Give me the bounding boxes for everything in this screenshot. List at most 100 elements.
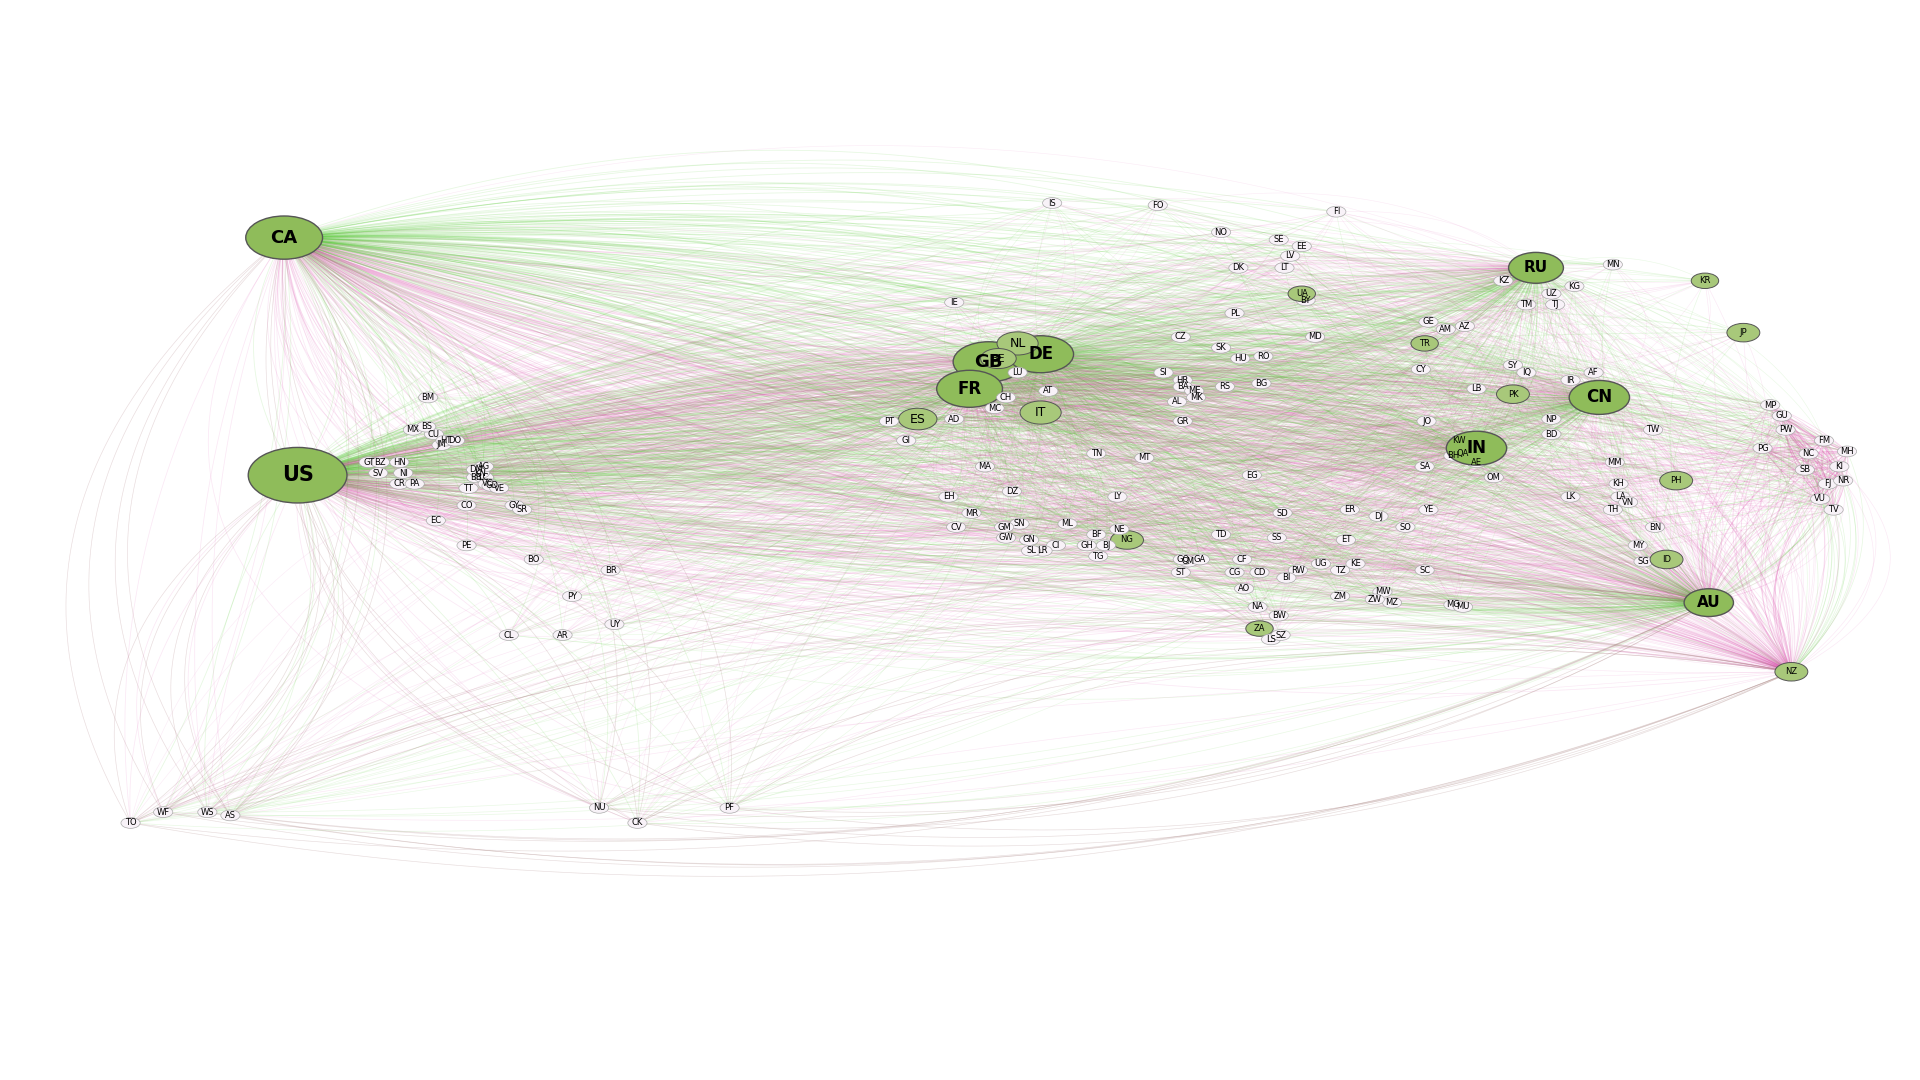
Circle shape [154, 807, 173, 818]
Circle shape [1517, 299, 1536, 310]
Text: EG: EG [1246, 471, 1258, 480]
Circle shape [1373, 586, 1392, 597]
Circle shape [720, 802, 739, 813]
Circle shape [1542, 429, 1561, 440]
Text: BH: BH [1448, 451, 1459, 460]
Circle shape [1190, 554, 1210, 565]
Text: SL: SL [1025, 546, 1037, 555]
Circle shape [1261, 634, 1281, 645]
Circle shape [457, 500, 476, 511]
Text: IR: IR [1567, 376, 1574, 384]
Circle shape [1382, 597, 1402, 608]
Circle shape [1002, 486, 1021, 497]
Text: TV: TV [1828, 505, 1839, 514]
Text: MH: MH [1839, 447, 1855, 456]
Circle shape [1292, 241, 1311, 252]
Text: TZ: TZ [1334, 566, 1346, 575]
Circle shape [1275, 262, 1294, 273]
Text: NE: NE [1114, 525, 1125, 534]
Text: LK: LK [1565, 492, 1576, 501]
Text: AO: AO [1238, 584, 1250, 593]
Text: KG: KG [1569, 282, 1580, 291]
Circle shape [1008, 336, 1073, 373]
Text: JP: JP [1740, 328, 1747, 337]
Text: IS: IS [1048, 199, 1056, 207]
Circle shape [1021, 545, 1041, 556]
Text: GN: GN [1023, 536, 1035, 544]
Text: ET: ET [1340, 536, 1352, 544]
Text: US: US [282, 465, 313, 485]
Circle shape [1135, 453, 1154, 463]
Text: RS: RS [1219, 382, 1231, 391]
Circle shape [1542, 288, 1561, 299]
Circle shape [405, 478, 424, 489]
Text: SE: SE [1273, 235, 1284, 244]
Text: NA: NA [1252, 603, 1263, 611]
Text: SA: SA [1419, 462, 1430, 471]
Circle shape [1215, 381, 1235, 392]
Text: KI: KI [1836, 462, 1843, 471]
Circle shape [1467, 383, 1486, 394]
Circle shape [1509, 253, 1563, 283]
Text: WF: WF [157, 808, 169, 816]
Text: MZ: MZ [1386, 598, 1398, 607]
Circle shape [1108, 491, 1127, 502]
Circle shape [524, 554, 543, 565]
Text: GM: GM [996, 523, 1012, 531]
Text: PA: PA [409, 480, 420, 488]
Circle shape [1824, 504, 1843, 515]
Text: UG: UG [1315, 559, 1327, 568]
Text: SB: SB [1799, 465, 1811, 474]
Text: AS: AS [225, 811, 236, 820]
Circle shape [1484, 472, 1503, 483]
Circle shape [1185, 386, 1204, 396]
Text: MR: MR [966, 509, 977, 517]
Text: IT: IT [1035, 406, 1046, 419]
Circle shape [1761, 400, 1780, 410]
Text: BW: BW [1271, 611, 1286, 620]
Circle shape [1726, 323, 1761, 342]
Circle shape [1039, 386, 1058, 396]
Text: BM: BM [422, 393, 434, 402]
Circle shape [1250, 567, 1269, 578]
Circle shape [390, 457, 409, 468]
Text: HT: HT [440, 436, 451, 445]
Circle shape [457, 540, 476, 551]
Text: BJ: BJ [1102, 541, 1110, 550]
Text: CY: CY [1415, 365, 1427, 374]
Text: DJ: DJ [1375, 512, 1382, 521]
Circle shape [1565, 281, 1584, 292]
Text: EC: EC [430, 516, 442, 525]
Text: RO: RO [1258, 352, 1269, 361]
Circle shape [939, 491, 958, 502]
Text: SC: SC [1419, 566, 1430, 575]
Circle shape [1834, 475, 1853, 486]
Text: KN: KN [474, 469, 486, 477]
Circle shape [1692, 273, 1718, 288]
Text: LY: LY [1114, 492, 1121, 501]
Text: TJ: TJ [1551, 300, 1559, 309]
Circle shape [1396, 522, 1415, 532]
Circle shape [499, 630, 518, 640]
Circle shape [1269, 610, 1288, 621]
Text: ID: ID [1663, 555, 1670, 564]
Circle shape [1830, 461, 1849, 472]
Circle shape [1311, 558, 1331, 569]
Circle shape [1417, 416, 1436, 427]
Circle shape [1444, 599, 1463, 610]
Text: PW: PW [1780, 426, 1791, 434]
Text: NL: NL [1010, 337, 1025, 350]
Circle shape [1811, 494, 1830, 504]
Text: LR: LR [1037, 546, 1048, 555]
Text: BR: BR [605, 566, 616, 575]
Circle shape [937, 370, 1002, 407]
Text: GB: GB [975, 353, 1002, 370]
Circle shape [1609, 478, 1628, 489]
Text: CN: CN [1586, 389, 1613, 406]
Circle shape [897, 435, 916, 446]
Circle shape [1684, 589, 1734, 617]
Circle shape [1419, 504, 1438, 515]
Text: CV: CV [950, 523, 962, 531]
Text: MU: MU [1457, 603, 1469, 611]
Circle shape [1173, 554, 1192, 565]
